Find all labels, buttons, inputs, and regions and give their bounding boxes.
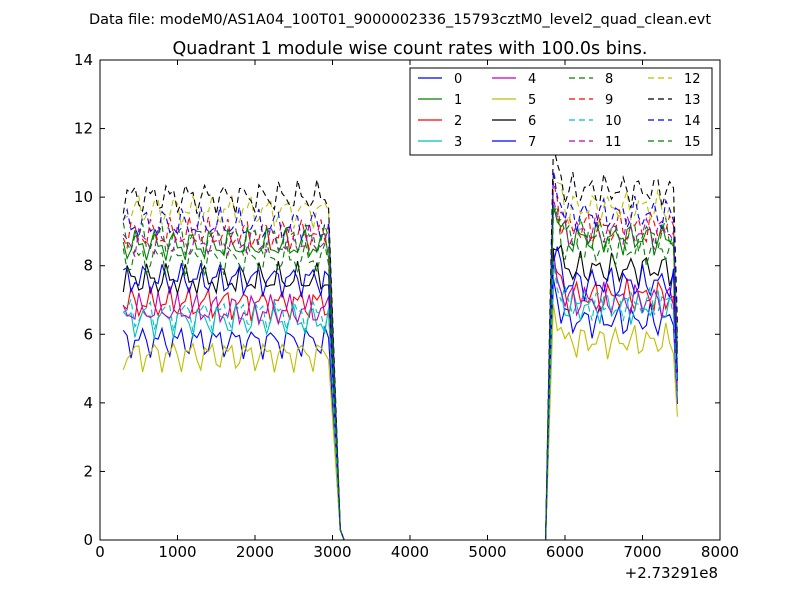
legend-label-2: 2 (454, 114, 462, 129)
x-tick-label: 5000 (468, 543, 506, 561)
legend-label-3: 3 (454, 135, 462, 150)
y-tick-label: 14 (74, 51, 93, 69)
legend-label-8: 8 (605, 72, 613, 87)
chart-title: Quadrant 1 module wise count rates with … (173, 39, 648, 59)
legend-label-5: 5 (528, 93, 536, 108)
y-tick-label: 0 (83, 531, 93, 549)
suptitle: Data file: modeM0/AS1A04_100T01_90000023… (89, 12, 711, 28)
legend-label-11: 11 (605, 135, 622, 150)
legend-label-7: 7 (528, 135, 536, 150)
x-tick-label: 6000 (546, 543, 584, 561)
y-tick-label: 6 (83, 325, 93, 343)
y-tick-label: 4 (83, 394, 93, 412)
x-offset-label: +2.73291e8 (625, 564, 718, 582)
legend-label-0: 0 (454, 72, 462, 87)
legend-label-9: 9 (605, 93, 613, 108)
x-tick-label: 0 (95, 543, 105, 561)
legend-label-4: 4 (528, 72, 536, 87)
legend-label-6: 6 (528, 114, 536, 129)
legend-label-12: 12 (684, 72, 701, 87)
legend-label-10: 10 (605, 114, 622, 129)
x-tick-label: 7000 (623, 543, 661, 561)
x-tick-label: 2000 (236, 543, 274, 561)
legend-label-15: 15 (684, 135, 701, 150)
y-tick-label: 8 (83, 257, 93, 275)
y-tick-label: 12 (74, 120, 93, 138)
y-tick-label: 10 (74, 188, 93, 206)
legend-label-14: 14 (684, 114, 701, 129)
legend-label-13: 13 (684, 93, 701, 108)
y-tick-label: 2 (83, 462, 93, 480)
x-tick-label: 4000 (391, 543, 429, 561)
legend-label-1: 1 (454, 93, 462, 108)
axis-layer: 0 1000 2000 3000 4000 5000 6000 7000 80000246810… (74, 51, 739, 561)
x-tick-label: 1000 (158, 543, 196, 561)
x-tick-label: 8000 (701, 543, 739, 561)
x-tick-label: 3000 (313, 543, 351, 561)
